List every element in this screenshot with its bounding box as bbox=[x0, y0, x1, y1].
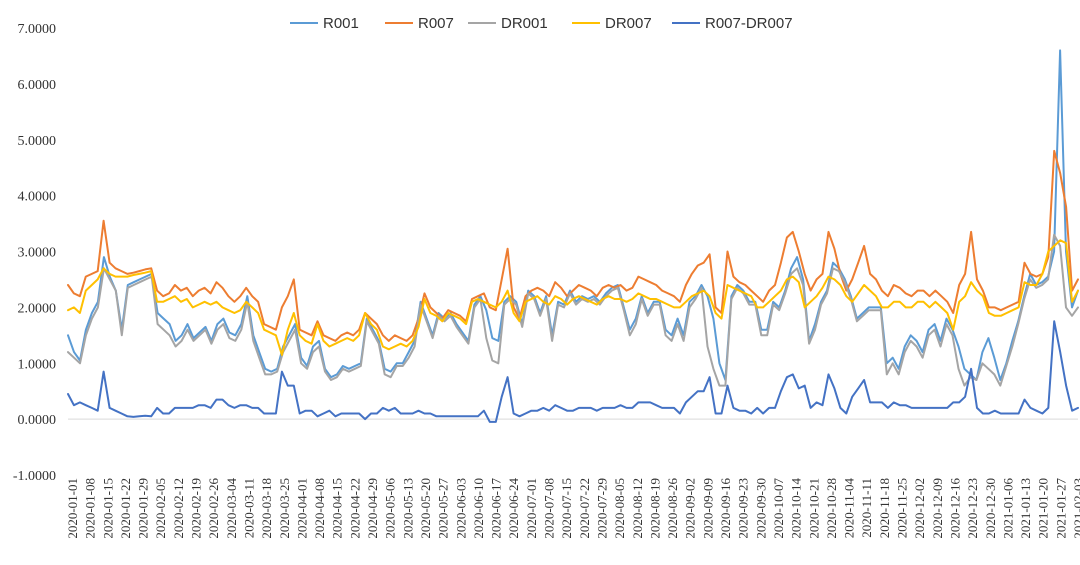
x-tick-label: 2020-02-12 bbox=[171, 478, 186, 539]
x-tick-label: 2020-09-23 bbox=[736, 478, 751, 539]
x-tick-label: 2021-01-13 bbox=[1018, 478, 1033, 539]
x-tick-label: 2021-01-06 bbox=[1000, 478, 1015, 539]
x-tick-label: 2020-06-03 bbox=[453, 478, 468, 539]
x-tick-label: 2020-01-01 bbox=[65, 478, 80, 539]
x-tick-label: 2020-12-30 bbox=[983, 478, 998, 539]
x-tick-label: 2020-06-24 bbox=[506, 478, 521, 539]
x-tick-label: 2021-01-20 bbox=[1036, 478, 1051, 539]
x-tick-label: 2020-07-01 bbox=[524, 478, 539, 539]
x-tick-label: 2020-10-14 bbox=[789, 478, 804, 539]
series-line-r001 bbox=[67, 49, 1079, 381]
legend-label: DR007 bbox=[605, 15, 652, 32]
x-tick-label: 2020-04-15 bbox=[330, 478, 345, 539]
x-tick-label: 2020-06-10 bbox=[471, 478, 486, 539]
x-tick-label: 2020-12-09 bbox=[930, 478, 945, 539]
x-tick-label: 2020-07-15 bbox=[559, 478, 574, 539]
series-line-dr007 bbox=[67, 239, 1079, 356]
x-tick-label: 2020-08-26 bbox=[665, 478, 680, 539]
y-tick-label: 0.0000 bbox=[18, 413, 57, 428]
y-tick-label: 5.0000 bbox=[18, 134, 57, 149]
x-tick-label: 2020-12-02 bbox=[912, 478, 927, 539]
legend-label: R007 bbox=[418, 15, 454, 32]
x-tick-label: 2020-05-27 bbox=[436, 478, 451, 539]
x-tick-label: 2020-01-08 bbox=[83, 478, 98, 539]
x-tick-label: 2020-02-26 bbox=[206, 478, 221, 539]
y-tick-label: 3.0000 bbox=[18, 246, 57, 261]
x-tick-label: 2020-11-18 bbox=[877, 478, 892, 538]
chart-legend: R001 R007 DR001 DR007 R007-DR007 bbox=[290, 15, 793, 32]
x-tick-label: 2020-04-01 bbox=[294, 478, 309, 539]
x-tick-label: 2020-04-22 bbox=[347, 478, 362, 539]
x-tick-label: 2020-01-22 bbox=[118, 478, 133, 539]
x-tick-label: 2020-09-16 bbox=[718, 478, 733, 539]
x-tick-label: 2020-08-05 bbox=[612, 478, 627, 539]
x-tick-label: 2020-03-11 bbox=[241, 478, 256, 538]
x-tick-label: 2020-03-25 bbox=[277, 478, 292, 539]
x-tick-label: 2020-07-22 bbox=[577, 478, 592, 539]
legend-item: DR001 bbox=[468, 15, 548, 32]
x-tick-label: 2021-02-03 bbox=[1071, 478, 1080, 539]
legend-item: R007-DR007 bbox=[672, 15, 793, 32]
series-line-r007 bbox=[67, 149, 1079, 342]
legend-item: R007 bbox=[385, 15, 454, 32]
x-tick-label: 2020-04-08 bbox=[312, 478, 327, 539]
y-tick-label: -1.0000 bbox=[13, 469, 56, 484]
x-tick-label: 2020-11-04 bbox=[842, 478, 857, 539]
x-tick-label: 2020-07-08 bbox=[542, 478, 557, 539]
x-tick-label: 2020-11-25 bbox=[895, 478, 910, 538]
x-tick-label: 2020-12-16 bbox=[947, 478, 962, 539]
x-axis: 2020-01-01 2020-01-08 2020-01-15 2020-01-22… bbox=[65, 418, 1080, 539]
x-tick-label: 2020-10-28 bbox=[824, 478, 839, 539]
x-tick-label: 2020-08-12 bbox=[630, 478, 645, 539]
x-tick-label: 2020-02-19 bbox=[189, 478, 204, 539]
x-tick-label: 2020-02-05 bbox=[153, 478, 168, 539]
x-tick-label: 2020-03-04 bbox=[224, 478, 239, 539]
x-tick-label: 2020-05-13 bbox=[400, 478, 415, 539]
plot-area bbox=[67, 49, 1079, 423]
x-tick-label: 2020-09-02 bbox=[683, 478, 698, 539]
x-tick-label: 2020-05-06 bbox=[383, 478, 398, 539]
x-tick-label: 2020-05-20 bbox=[418, 478, 433, 539]
legend-label: DR001 bbox=[501, 15, 548, 32]
x-tick-label: 2020-11-11 bbox=[859, 478, 874, 538]
y-tick-label: 2.0000 bbox=[18, 301, 57, 316]
x-tick-label: 2020-12-23 bbox=[965, 478, 980, 539]
legend-label: R001 bbox=[323, 15, 359, 32]
x-tick-label: 2020-06-17 bbox=[489, 478, 504, 539]
legend-label: R007-DR007 bbox=[705, 15, 793, 32]
x-tick-label: 2020-08-19 bbox=[647, 478, 662, 539]
x-tick-label: 2020-10-07 bbox=[771, 478, 786, 539]
series-line-dr001 bbox=[67, 233, 1079, 387]
y-tick-label: 7.0000 bbox=[18, 22, 57, 37]
legend-item: R001 bbox=[290, 15, 359, 32]
x-tick-label: 2021-01-27 bbox=[1053, 478, 1068, 539]
legend-item: DR007 bbox=[572, 15, 652, 32]
x-tick-label: 2020-09-30 bbox=[753, 478, 768, 539]
x-tick-label: 2020-04-29 bbox=[365, 478, 380, 539]
y-tick-label: 1.0000 bbox=[18, 357, 57, 372]
series-line-r007-dr007 bbox=[67, 320, 1079, 423]
x-tick-label: 2020-01-29 bbox=[136, 478, 151, 539]
y-tick-label: 4.0000 bbox=[18, 190, 57, 205]
x-tick-label: 2020-07-29 bbox=[594, 478, 609, 539]
y-tick-label: 6.0000 bbox=[18, 78, 57, 93]
x-tick-label: 2020-01-15 bbox=[100, 478, 115, 539]
x-tick-label: 2020-10-21 bbox=[806, 478, 821, 539]
x-tick-label: 2020-03-18 bbox=[259, 478, 274, 539]
y-axis: 7.0000 6.0000 5.0000 4.0000 3.0000 2.0000 1.00… bbox=[13, 22, 56, 484]
x-tick-label: 2020-09-09 bbox=[700, 478, 715, 539]
